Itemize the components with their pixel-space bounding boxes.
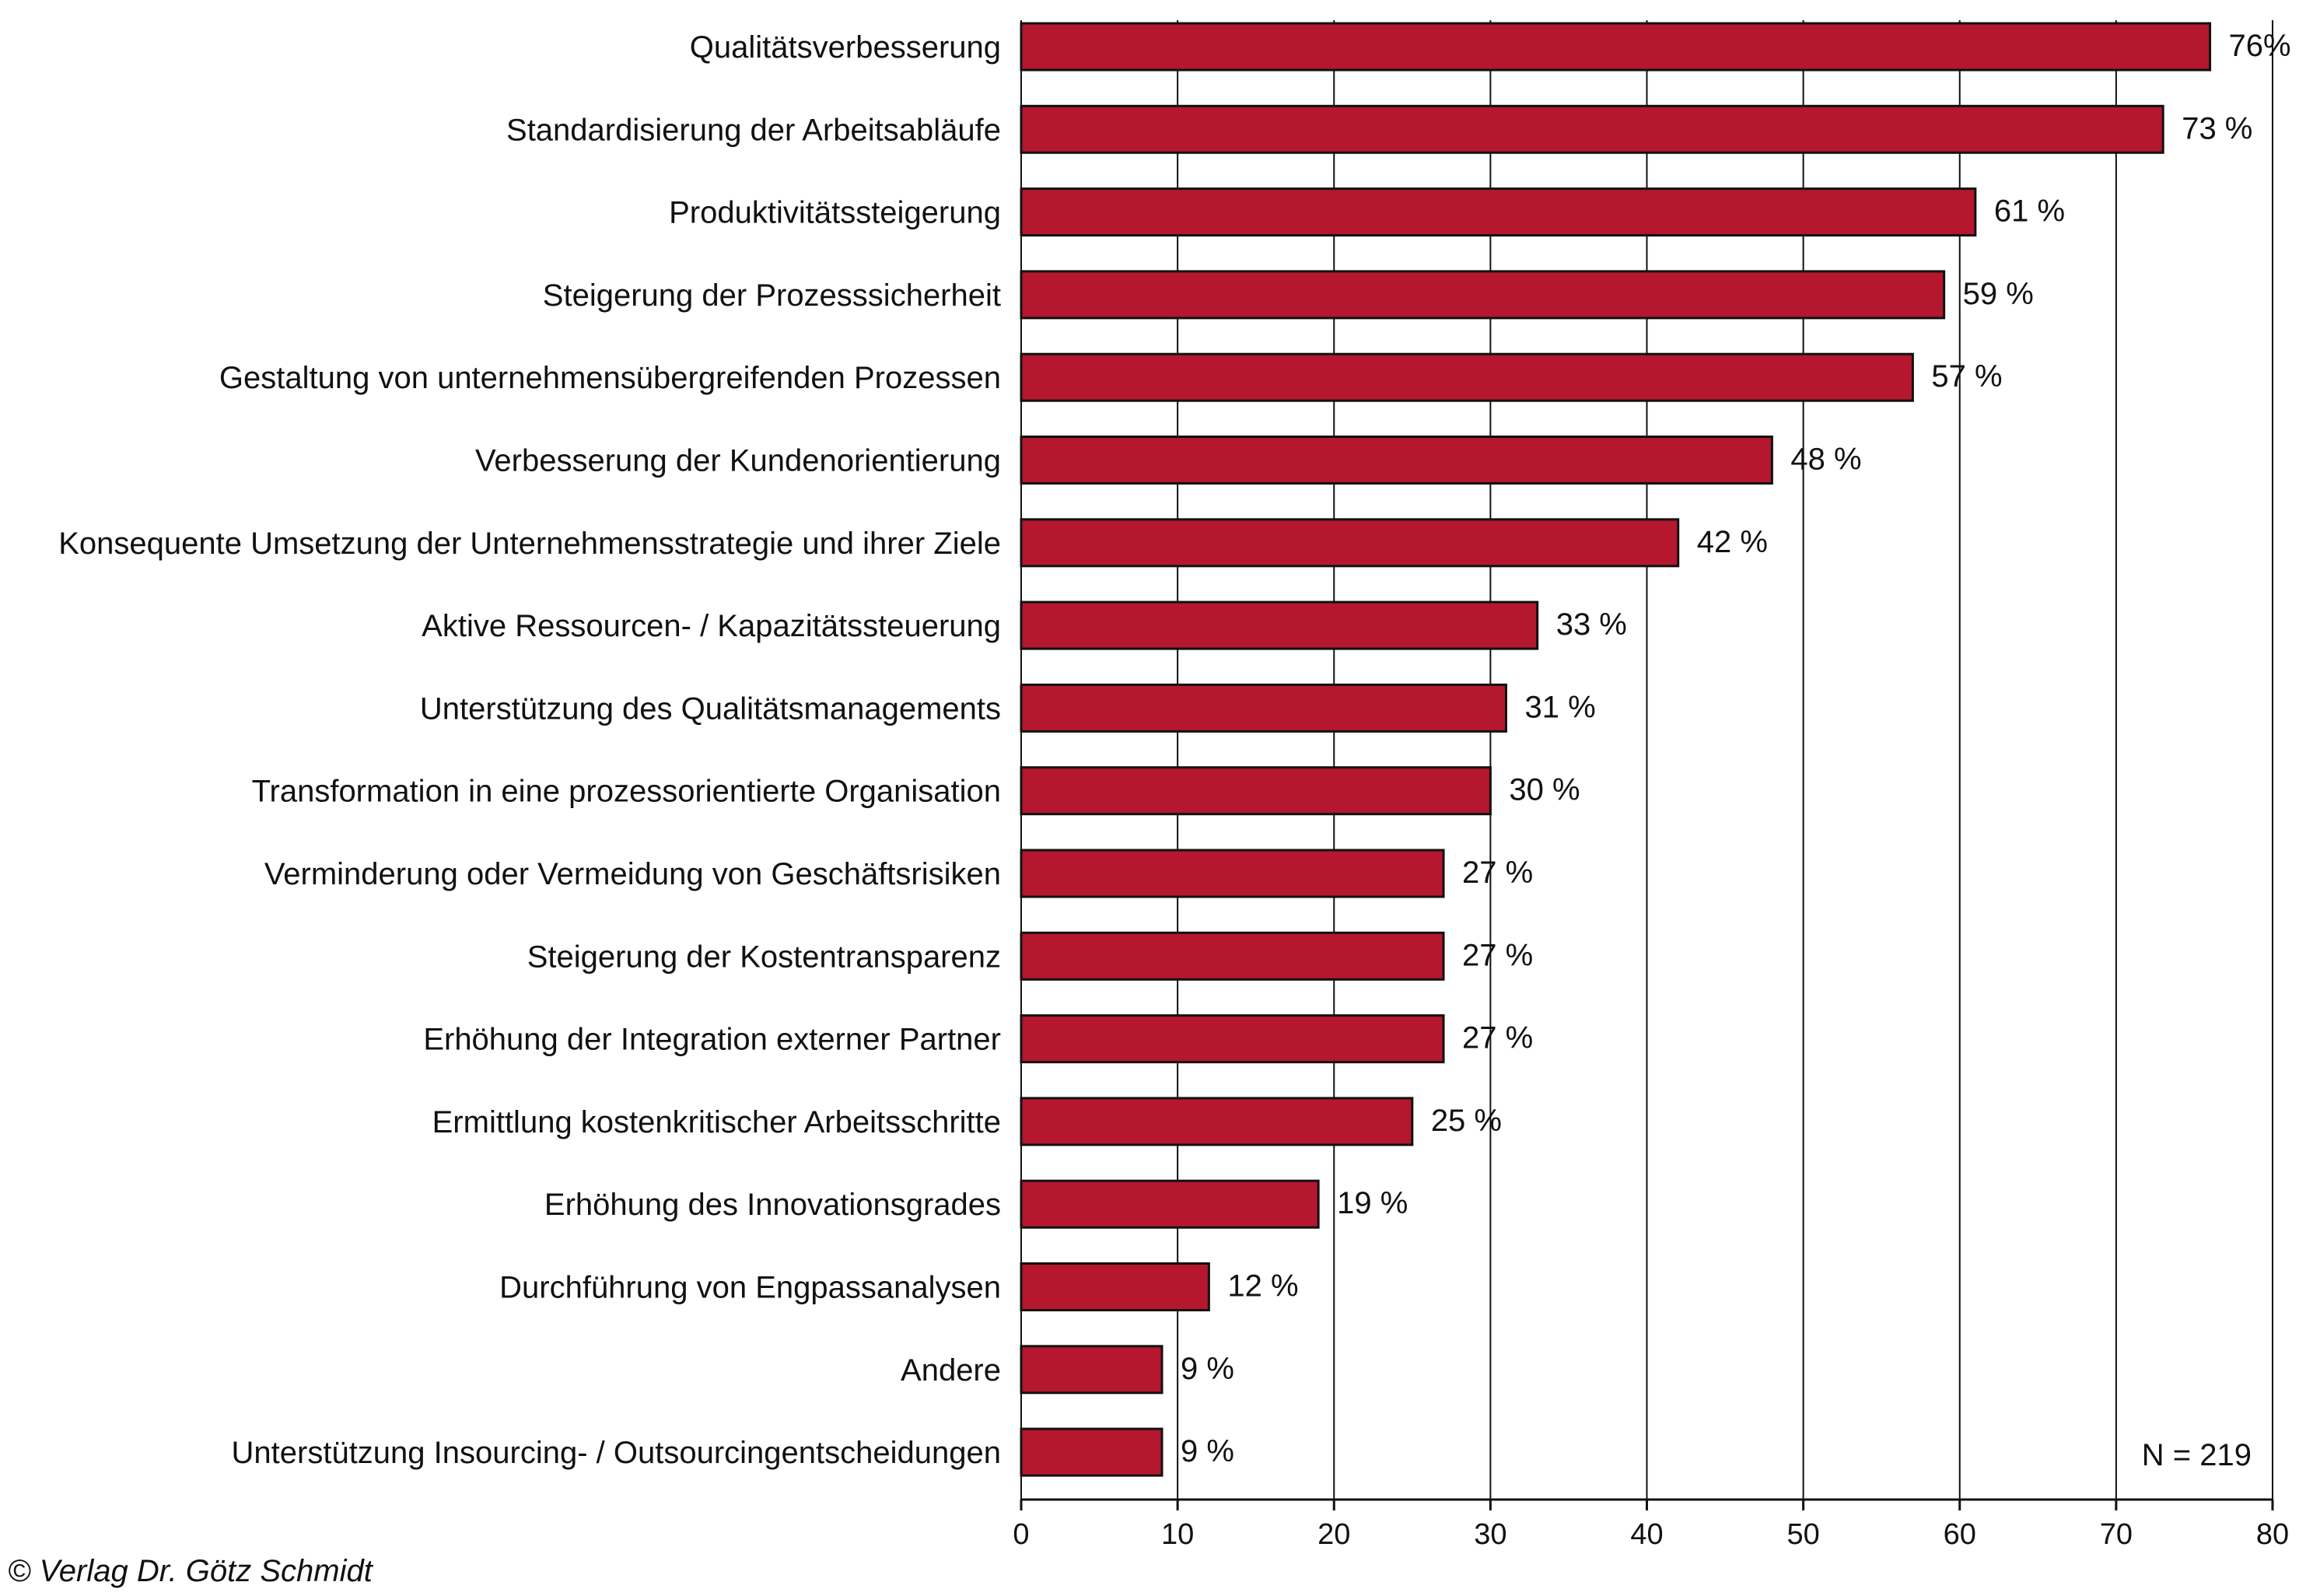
value-label: 59 % xyxy=(1963,277,2034,311)
bar xyxy=(1020,104,2164,154)
bar xyxy=(1020,600,1539,650)
category-label: Steigerung der Prozesssicherheit xyxy=(543,278,1001,313)
category-label: Verminderung oder Vermeidung von Geschäf… xyxy=(264,857,1001,891)
bar xyxy=(1020,187,1977,237)
category-label: Verbesserung der Kundenorientierung xyxy=(475,444,1001,478)
category-label: Erhöhung der Integration externer Partne… xyxy=(423,1023,1001,1057)
value-label: 27 % xyxy=(1462,856,1533,890)
bar xyxy=(1020,931,1445,981)
x-tick-label: 20 xyxy=(1317,1518,1350,1551)
bar xyxy=(1020,1262,1210,1311)
category-label: Transformation in eine prozessorientiert… xyxy=(252,775,1001,809)
bar xyxy=(1020,1345,1163,1395)
category-label: Ermittlung kostenkritischer Arbeitsschri… xyxy=(432,1105,1001,1139)
value-label: 33 % xyxy=(1556,607,1627,642)
category-label: Qualitätsverbesserung xyxy=(690,30,1001,65)
sample-size-note: N = 219 xyxy=(2142,1438,2252,1472)
copyright-credit: © Verlag Dr. Götz Schmidt xyxy=(8,1554,373,1588)
bar xyxy=(1020,518,1680,568)
value-label: 31 % xyxy=(1524,690,1595,724)
value-label: 12 % xyxy=(1227,1269,1298,1304)
bar xyxy=(1020,436,1773,485)
category-label: Steigerung der Kostentransparenz xyxy=(527,940,1001,974)
value-label: 9 % xyxy=(1181,1434,1234,1468)
category-label: Aktive Ressourcen- / Kapazitätssteuerung xyxy=(422,609,1001,643)
category-label: Produktivitätssteigerung xyxy=(669,196,1001,230)
bar xyxy=(1020,1014,1445,1064)
x-tick-label: 70 xyxy=(2100,1518,2133,1551)
x-tick-label: 40 xyxy=(1630,1518,1663,1551)
bar xyxy=(1020,683,1507,733)
category-label: Standardisierung der Arbeitsabläufe xyxy=(506,113,1001,147)
x-tick-label: 60 xyxy=(1944,1518,1976,1551)
value-label: 27 % xyxy=(1462,1021,1533,1055)
bar xyxy=(1020,849,1445,898)
x-tick-label: 0 xyxy=(1013,1518,1029,1551)
bar xyxy=(1020,270,1946,320)
x-tick-label: 10 xyxy=(1161,1518,1194,1551)
category-label: Erhöhung des Innovationsgrades xyxy=(544,1188,1001,1222)
value-label: 48 % xyxy=(1790,443,1861,477)
value-label: 61 % xyxy=(1994,194,2065,229)
value-label: 57 % xyxy=(1931,359,2002,394)
x-tick-label: 30 xyxy=(1474,1518,1506,1551)
x-axis: 0 10 20 30 40 50 60 70 80 xyxy=(1013,1498,2289,1551)
bar xyxy=(1020,1179,1320,1229)
category-label: Unterstützung Insourcing- / Outsourcinge… xyxy=(232,1436,1001,1470)
value-label: 73 % xyxy=(2182,111,2252,145)
value-label: 30 % xyxy=(1509,773,1580,807)
value-label: 27 % xyxy=(1462,938,1533,972)
value-label: 42 % xyxy=(1697,525,1768,559)
value-label: 25 % xyxy=(1431,1104,1502,1138)
category-label: Unterstützung des Qualitätsmanagements xyxy=(420,691,1001,726)
category-label: Gestaltung von unternehmensübergreifende… xyxy=(219,361,1001,395)
value-label: 19 % xyxy=(1337,1186,1408,1220)
bar xyxy=(1020,22,2212,72)
category-label: Durchführung von Engpassanalysen xyxy=(499,1271,1001,1305)
grid-lines xyxy=(1020,20,2273,1500)
bar xyxy=(1020,766,1492,816)
bar xyxy=(1020,352,1914,402)
value-label: 9 % xyxy=(1181,1352,1234,1386)
category-label: Andere xyxy=(901,1353,1001,1388)
bar xyxy=(1020,1097,1414,1146)
x-tick-label: 80 xyxy=(2256,1518,2289,1551)
category-label: Konsequente Umsetzung der Unternehmensst… xyxy=(58,527,1001,561)
value-label: 76% xyxy=(2229,29,2291,63)
bar xyxy=(1020,1427,1163,1477)
value-labels: 76% 73 % 61 % 59 % 57 % 48 % 42 % 33 % 31 % 30 % 2… xyxy=(1181,29,2291,1468)
category-labels: Qualitätsverbesserung Standardisierung de… xyxy=(58,30,1001,1470)
bars xyxy=(1020,22,2212,1477)
x-tick-label: 50 xyxy=(1786,1518,1819,1551)
